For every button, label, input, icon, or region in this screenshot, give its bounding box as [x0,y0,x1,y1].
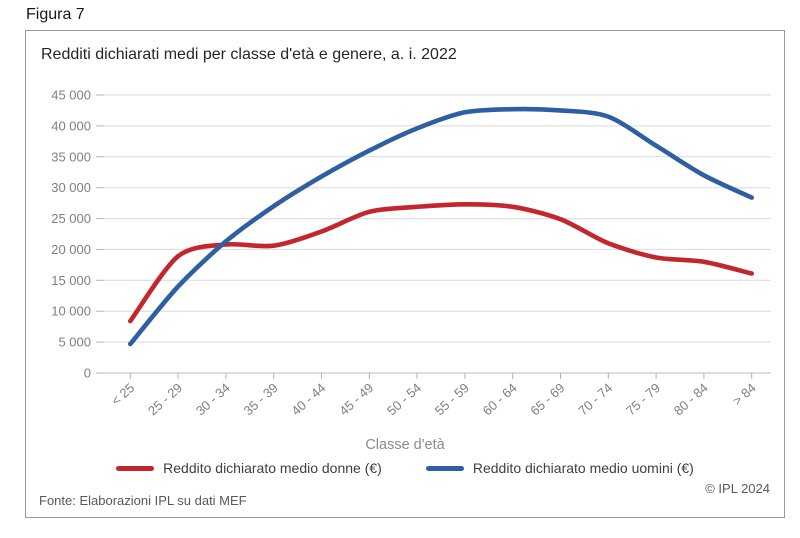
svg-text:25 000: 25 000 [51,211,91,226]
svg-text:40 - 44: 40 - 44 [288,380,328,418]
series-uomini-line [128,106,754,347]
svg-text:15 000: 15 000 [51,273,91,288]
svg-text:45 000: 45 000 [51,88,91,103]
series-donne-line [128,202,754,324]
svg-text:10 000: 10 000 [51,304,91,319]
svg-text:45 - 49: 45 - 49 [336,380,376,418]
svg-text:75 - 79: 75 - 79 [623,380,663,418]
svg-text:50 - 54: 50 - 54 [384,380,424,418]
x-axis-title: Classe d'età [365,437,445,453]
chart-container: Redditi dichiarati medi per classe d'età… [25,30,785,518]
svg-text:60 - 64: 60 - 64 [480,380,520,418]
copyright-note: © IPL 2024 [705,481,770,496]
legend-item-donne: Reddito dichiarato medio donne (€) [116,460,382,476]
source-note: Fonte: Elaborazioni IPL su dati MEF [39,493,247,508]
svg-text:30 000: 30 000 [51,180,91,195]
line-chart: 0 5 000 10 000 15 000 20 000 25 000 30 000 35 0… [51,88,771,418]
svg-text:40 000: 40 000 [51,118,91,133]
svg-text:25 - 29: 25 - 29 [145,380,185,418]
svg-text:< 25: < 25 [108,380,137,408]
svg-text:5 000: 5 000 [58,335,91,350]
svg-text:35 000: 35 000 [51,149,91,164]
svg-text:70 - 74: 70 - 74 [575,380,615,418]
svg-text:0: 0 [84,366,91,381]
svg-text:35 - 39: 35 - 39 [241,380,281,418]
svg-text:80 - 84: 80 - 84 [671,380,711,418]
svg-text:> 84: > 84 [730,380,759,408]
legend-label-donne: Reddito dichiarato medio donne (€) [163,460,382,476]
svg-text:55 - 59: 55 - 59 [432,380,472,418]
figure-label: Figura 7 [26,6,85,23]
legend-item-uomini: Reddito dichiarato medio uomini (€) [425,460,694,476]
legend-swatch-donne-icon [116,465,155,471]
svg-text:65 - 69: 65 - 69 [527,380,567,418]
legend-swatch-uomini-icon [425,465,464,471]
legend: Reddito dichiarato medio donne (€) Reddi… [26,456,784,480]
x-axis: < 25 25 - 29 30 - 34 35 - 39 40 - 44 45 - 49 5… [108,373,759,418]
chart-title: Redditi dichiarati medi per classe d'età… [41,46,457,63]
svg-text:30 - 34: 30 - 34 [193,380,233,418]
svg-text:20 000: 20 000 [51,242,91,257]
legend-label-uomini: Reddito dichiarato medio uomini (€) [472,460,694,476]
